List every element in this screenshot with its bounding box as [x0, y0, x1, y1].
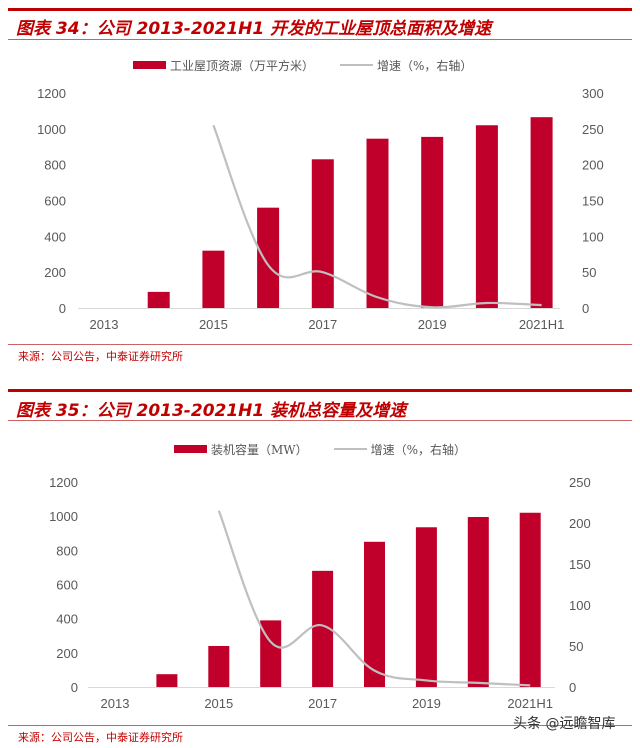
left-axis-tick: 400	[56, 612, 78, 627]
x-axis-tick: 2019	[412, 696, 441, 711]
right-axis-tick: 250	[582, 122, 604, 137]
bar-2019	[415, 527, 437, 687]
figure-34-chart: 0 200 400 600 800 1000 1200 0 50 100 150 200 250 300 2…	[37, 86, 604, 330]
x-axis-tick: 2013	[101, 696, 130, 711]
figure-34-title-rule	[8, 39, 632, 40]
legend-bar-swatch	[133, 61, 166, 69]
left-axis-tick: 600	[44, 194, 66, 209]
bar-2015	[208, 646, 230, 687]
figure-35-title-rule	[8, 420, 632, 421]
bar-2017	[311, 159, 334, 308]
left-axis-tick: 0	[71, 680, 78, 695]
legend-line-label: 增速（%，右轴）	[370, 442, 467, 457]
left-axis-tick: 1000	[49, 509, 78, 524]
legend-line-swatch	[340, 64, 374, 66]
left-axis-tick: 600	[56, 578, 78, 593]
figure-35-chart: 0 200 400 600 800 1000 1200 0 50 100 150 200 250 2013…	[49, 475, 591, 711]
bar-2016	[260, 620, 282, 687]
x-axis-tick: 2017	[308, 317, 337, 330]
x-axis-tick: 2015	[199, 317, 228, 330]
right-axis-tick: 300	[582, 86, 604, 101]
right-axis-tick: 50	[569, 639, 583, 654]
x-axis-tick: 2019	[418, 317, 447, 330]
growth-rate-line	[217, 510, 531, 687]
x-axis-tick: 2015	[204, 696, 233, 711]
legend-bar-label: 工业屋顶资源（万平方米）	[170, 58, 315, 73]
bar-2014	[147, 291, 170, 308]
x-axis-tick: 2021H1	[507, 696, 553, 711]
right-axis-tick: 100	[569, 598, 591, 613]
left-axis-tick: 400	[44, 229, 66, 244]
x-axis-tick: 2017	[308, 696, 337, 711]
bar-2021H1	[519, 512, 541, 687]
bar-2018	[366, 138, 389, 308]
right-axis-tick: 0	[569, 680, 576, 695]
legend-line-label: 增速（%，右轴）	[377, 58, 473, 73]
left-axis-tick: 800	[44, 158, 66, 173]
bar-2017	[312, 570, 334, 687]
right-axis-tick: 0	[582, 301, 589, 316]
figure-35-source: 来源：公司公告，中泰证券研究所	[18, 731, 183, 744]
figure-35-title: 图表 35：公司 2013-2021H1 装机总容量及增速	[16, 401, 407, 421]
bar-2020	[475, 125, 498, 308]
figure-34-top-rule	[8, 8, 632, 11]
left-axis-tick: 200	[44, 265, 66, 280]
bar-2019	[421, 136, 444, 308]
legend-bar-swatch	[174, 445, 207, 453]
bar-2016	[257, 207, 280, 308]
figure-34-title: 图表 34：公司 2013-2021H1 开发的工业屋顶总面积及增速	[16, 19, 492, 39]
bar-2018	[364, 541, 385, 687]
right-axis-tick: 50	[582, 265, 596, 280]
right-axis-tick: 100	[582, 229, 604, 244]
left-axis-tick: 1200	[37, 86, 66, 101]
figure-34-source: 来源：公司公告，中泰证券研究所	[18, 350, 183, 363]
left-axis-tick: 1200	[49, 475, 78, 490]
figure-34-legend: 工业屋顶资源（万平方米） 增速（%，右轴）	[133, 57, 472, 73]
bar-2015	[202, 250, 225, 308]
bar-2014	[156, 674, 178, 687]
x-axis-tick: 2021H1	[519, 317, 565, 330]
left-axis-tick: 0	[59, 301, 66, 316]
right-axis-tick: 150	[582, 194, 604, 209]
right-axis-tick: 150	[569, 557, 591, 572]
bar-2020	[467, 517, 489, 687]
bar-2021H1	[530, 117, 553, 308]
figure-35-legend: 装机容量（MW） 增速（%，右轴）	[174, 441, 466, 457]
legend-line-swatch	[333, 448, 367, 450]
left-axis-tick: 200	[56, 646, 78, 661]
right-axis-tick: 200	[582, 158, 604, 173]
right-axis-tick: 200	[569, 516, 591, 531]
growth-rate-line	[212, 124, 542, 309]
right-axis-tick: 250	[569, 475, 591, 490]
figure-35-source-rule	[8, 725, 632, 726]
left-axis-tick: 800	[56, 543, 78, 558]
figure-34-source-rule	[8, 344, 632, 345]
left-axis-tick: 1000	[37, 122, 66, 137]
x-axis-tick: 2013	[90, 317, 119, 330]
watermark: 头条 @远瞻智库	[513, 716, 616, 732]
legend-bar-label: 装机容量（MW）	[211, 442, 308, 457]
figure-35-top-rule	[8, 389, 632, 392]
